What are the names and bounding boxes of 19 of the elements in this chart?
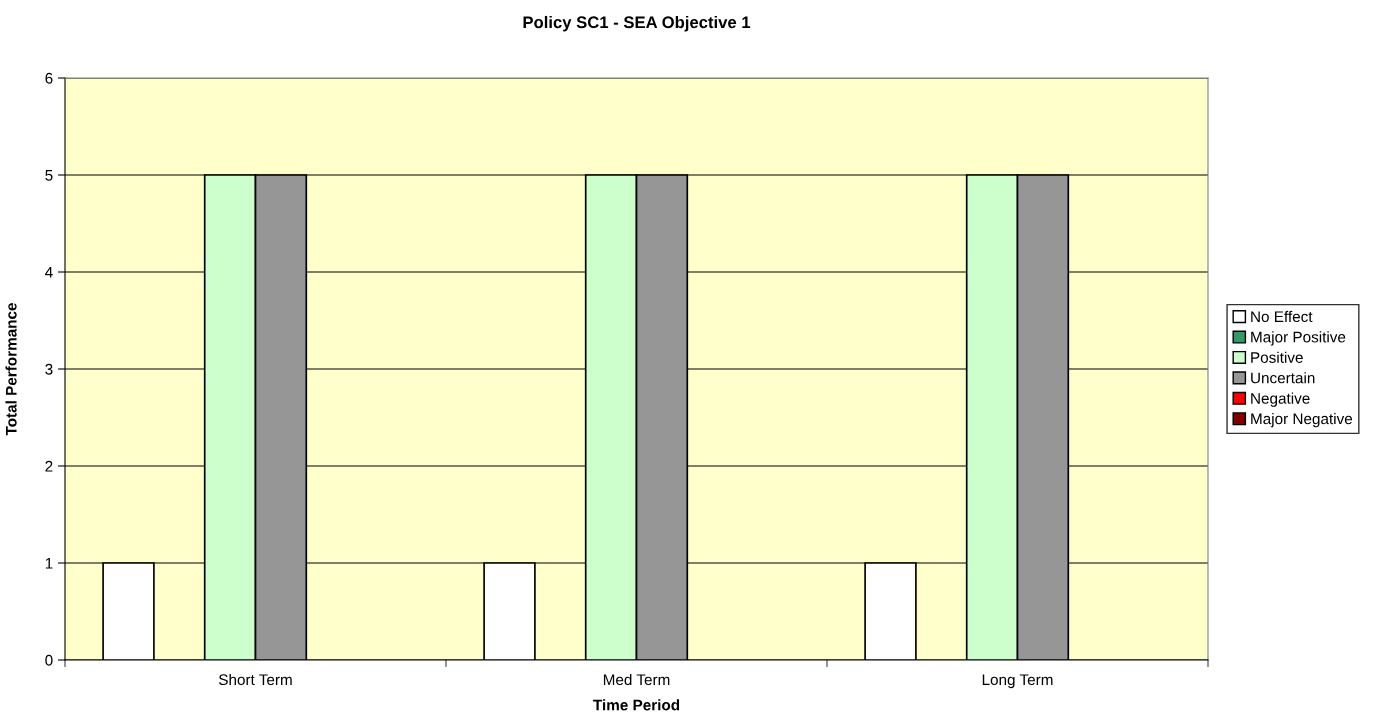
y-tick-label: 3 bbox=[45, 363, 53, 375]
y-tick-label: 4 bbox=[45, 267, 53, 278]
y-tick-label: 6 bbox=[45, 72, 53, 84]
x-tick-label: Long Term bbox=[982, 674, 1053, 689]
legend-label: Major Positive bbox=[1251, 331, 1346, 346]
y-axis-title: Total Performance bbox=[5, 303, 17, 436]
y-tick-label: 0 bbox=[45, 654, 53, 666]
chart-title: Policy SC1 - SEA Objective 1 bbox=[523, 15, 751, 32]
x-tick-label: Med Term bbox=[603, 673, 670, 686]
y-tick-label: 1 bbox=[45, 558, 53, 569]
x-tick-label: Short Term bbox=[218, 673, 292, 686]
legend-label: Positive bbox=[1251, 351, 1303, 363]
legend-label: Major Negative bbox=[1251, 413, 1353, 428]
legend-label: Uncertain bbox=[1251, 372, 1315, 384]
y-tick-label: 2 bbox=[45, 460, 53, 472]
x-axis-title: Time Period bbox=[593, 699, 680, 711]
y-tick-label: 5 bbox=[45, 170, 53, 181]
legend-label: Negative bbox=[1251, 392, 1310, 407]
legend-label: No Effect bbox=[1251, 310, 1313, 323]
